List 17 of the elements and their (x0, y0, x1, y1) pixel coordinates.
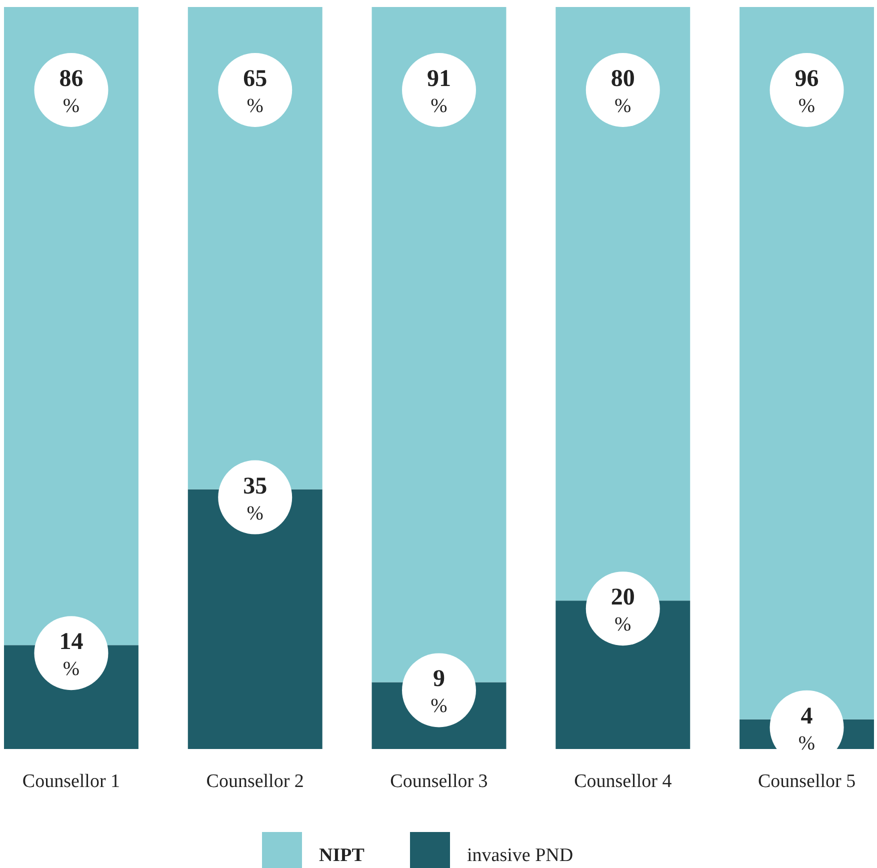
x-tick-label: Counsellor 2 (206, 771, 304, 792)
data-label: 4 % (798, 703, 816, 754)
x-tick-label: Counsellor 1 (22, 771, 120, 792)
data-label: 20 % (610, 584, 635, 636)
data-label: 14 % (59, 629, 84, 680)
x-tick-label: Counsellor 4 (574, 771, 672, 792)
data-label: 96 % (794, 66, 819, 117)
data-label: 91 % (427, 66, 451, 117)
data-label: 65 % (243, 66, 268, 117)
data-label: 80 % (610, 66, 635, 117)
data-label: 86 % (59, 66, 84, 117)
data-label: 35 % (243, 473, 268, 524)
legend-label: invasive PND (467, 845, 574, 866)
legend-label: NIPT (319, 845, 365, 866)
data-label: 9 % (430, 666, 448, 718)
x-tick-label: Counsellor 3 (390, 771, 488, 792)
x-tick-label: Counsellor 5 (758, 771, 856, 792)
